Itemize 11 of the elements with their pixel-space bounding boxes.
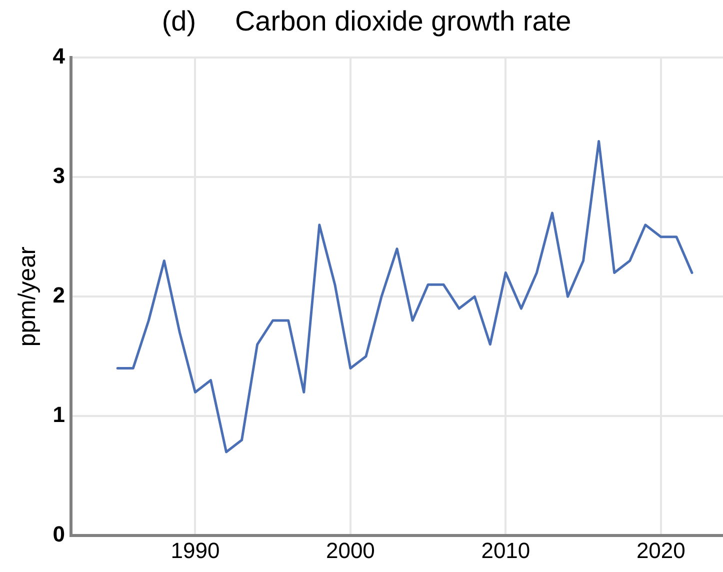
y-tick-label: 0: [52, 522, 66, 547]
x-tick-label: 2000: [326, 538, 375, 563]
y-axis-title: ppm/year: [14, 246, 42, 347]
y-tick-label: 3: [52, 163, 66, 188]
x-tick-label: 2010: [481, 538, 530, 563]
y-tick-label: 1: [52, 402, 66, 428]
x-tick-label: 2020: [636, 538, 686, 563]
chart-title: (d) Carbon dioxide growth rate: [162, 6, 572, 37]
y-tick-label: 4: [52, 44, 66, 69]
y-tick-label: 2: [52, 282, 66, 308]
x-tick-label: 1990: [170, 538, 220, 563]
